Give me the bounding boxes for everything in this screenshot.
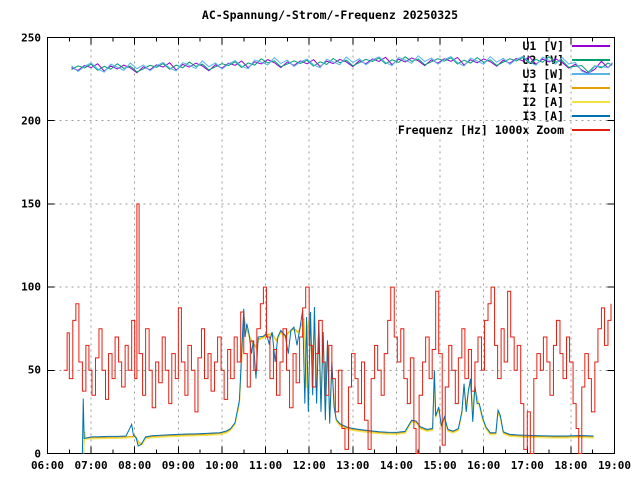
legend-label-i3: I3 [A] (522, 109, 564, 123)
x-tick-label: 16:00 (467, 459, 501, 472)
y-tick-label: 0 (34, 447, 41, 460)
x-tick-label: 08:00 (118, 459, 152, 472)
x-tick-label: 11:00 (249, 459, 283, 472)
x-tick-label: 17:00 (510, 459, 544, 472)
legend-entry-i1: I1 [A] (398, 81, 610, 95)
x-tick-label: 18:00 (554, 459, 588, 472)
legend-entry-i3: I3 [A] (398, 109, 610, 123)
series-line-u1 (71, 56, 613, 74)
x-tick-label: 12:00 (292, 459, 326, 472)
y-tick-label: 100 (21, 280, 41, 294)
legend-line-swatch-u3 (572, 73, 610, 75)
chart-title: AC-Spannung/-Strom/-Frequenz 20250325 (201, 8, 459, 22)
legend-line-swatch-u2 (572, 59, 610, 61)
legend-label-frequenz: Frequenz [Hz] 1000x Zoom (397, 123, 564, 137)
legend-label-u1: U1 [V] (522, 39, 564, 53)
x-tick-label: 19:00 (597, 459, 632, 472)
legend-line-swatch-i3 (572, 115, 610, 117)
legend-entry-u3: U3 [W] (398, 67, 610, 81)
y-tick-label: 50 (27, 363, 41, 377)
x-tick-label: 10:00 (205, 459, 239, 472)
x-tick-label: 09:00 (161, 459, 195, 472)
x-tick-label: 15:00 (423, 459, 457, 472)
series-line-frequenz (63, 203, 612, 454)
y-tick-label: 150 (21, 197, 41, 211)
legend: U1 [V] U2 [V] U3 [W] I1 [A] I2 [A] I3 [A… (398, 39, 610, 137)
y-tick-label: 200 (21, 114, 41, 128)
legend-line-swatch-u1 (572, 45, 610, 47)
x-tick-label: 13:00 (336, 459, 370, 472)
legend-label-u3: U3 [W] (522, 67, 564, 81)
legend-line-swatch-frequenz (572, 129, 610, 131)
series-line-u3 (71, 55, 613, 75)
legend-entry-u1: U1 [V] (398, 39, 610, 53)
legend-entry-frequenz: Frequenz [Hz] 1000x Zoom (398, 123, 610, 137)
legend-line-swatch-i2 (572, 101, 610, 103)
y-tick-label: 250 (21, 31, 41, 44)
legend-label-i1: I1 [A] (522, 81, 564, 95)
legend-line-swatch-i1 (572, 87, 610, 89)
legend-label-i2: I2 [A] (522, 95, 564, 109)
x-tick-label: 14:00 (379, 459, 413, 472)
x-tick-label: 06:00 (30, 459, 65, 472)
x-tick-label: 07:00 (74, 459, 108, 472)
legend-entry-i2: I2 [A] (398, 95, 610, 109)
